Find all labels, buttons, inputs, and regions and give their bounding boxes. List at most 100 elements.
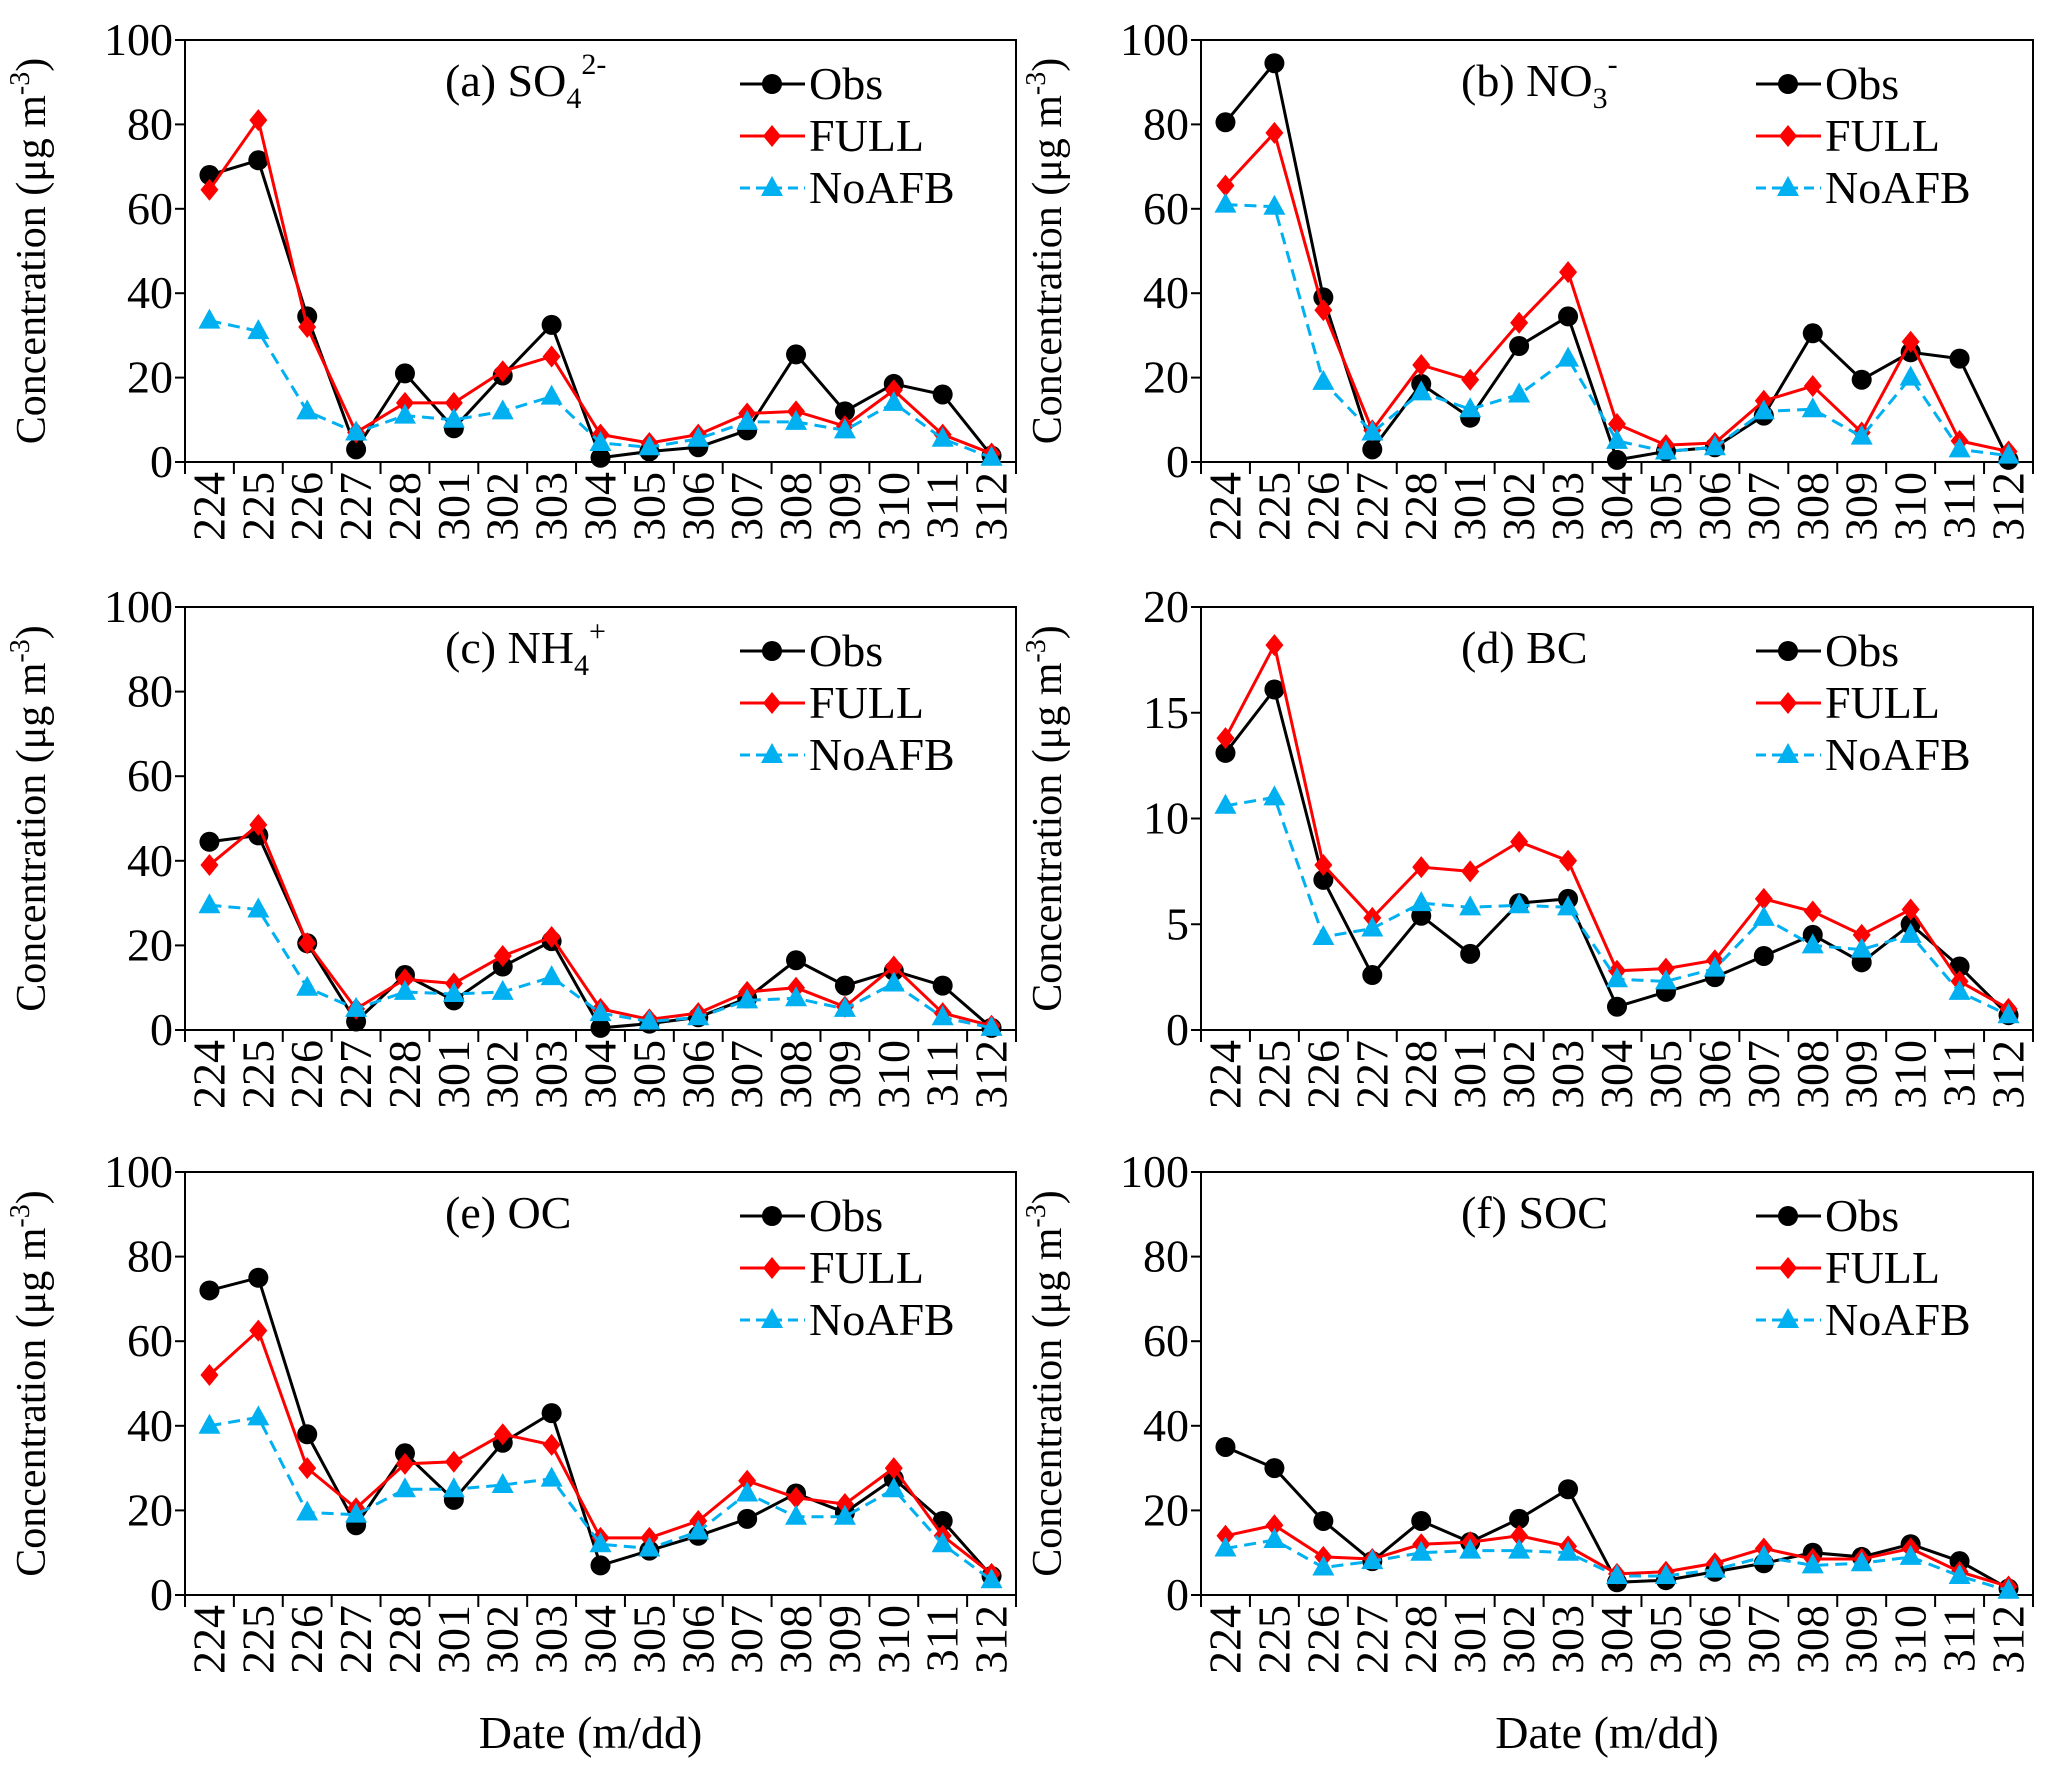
x-tick-label: 302 bbox=[1493, 1605, 1544, 1674]
x-tick-label: 303 bbox=[526, 472, 577, 541]
y-axis-label: Concentration (μg m-3) bbox=[5, 1190, 55, 1576]
x-tick-label: 306 bbox=[672, 1040, 723, 1109]
y-tick-label: 80 bbox=[1143, 98, 1189, 149]
data-point bbox=[1461, 368, 1480, 391]
data-point bbox=[1412, 353, 1431, 376]
x-tick-label: 226 bbox=[1297, 1605, 1348, 1674]
y-axis-label-end: ) bbox=[9, 58, 55, 72]
panel-title: (f) SOC bbox=[1461, 1187, 1608, 1238]
data-point bbox=[1607, 449, 1627, 470]
data-point bbox=[1216, 1524, 1235, 1547]
data-point bbox=[296, 399, 319, 420]
data-point bbox=[1654, 1563, 1677, 1584]
panel-title-sup: - bbox=[1608, 48, 1618, 81]
legend-label: FULL bbox=[809, 677, 924, 728]
data-point bbox=[1410, 1540, 1433, 1561]
data-point bbox=[444, 391, 463, 414]
data-point bbox=[882, 1477, 905, 1498]
data-point bbox=[1559, 261, 1578, 284]
data-point bbox=[1313, 1510, 1334, 1531]
x-tick-label: 312 bbox=[966, 472, 1017, 541]
x-tick-label: 307 bbox=[1738, 472, 1789, 541]
data-point bbox=[785, 986, 808, 1007]
y-tick-label: 80 bbox=[127, 98, 173, 149]
x-tick-label: 311 bbox=[917, 1040, 968, 1107]
chart-panel-2: 0204060801002242252262272283013023033043… bbox=[1021, 14, 2034, 541]
data-point bbox=[931, 426, 954, 447]
data-point bbox=[298, 315, 317, 338]
plot-frame bbox=[1200, 39, 2034, 463]
data-point bbox=[395, 391, 414, 414]
data-point bbox=[638, 1536, 661, 1557]
data-point bbox=[200, 178, 219, 201]
legend-marker bbox=[763, 1257, 781, 1279]
series-noafb bbox=[1214, 1528, 2020, 1599]
data-point bbox=[1558, 1479, 1579, 1500]
data-point bbox=[833, 1504, 856, 1525]
data-point bbox=[833, 996, 856, 1017]
data-point bbox=[199, 1280, 220, 1301]
series-line bbox=[209, 903, 992, 1030]
data-point bbox=[542, 1433, 561, 1456]
data-point bbox=[540, 1466, 563, 1487]
x-tick-label: 225 bbox=[232, 472, 283, 541]
x-tick-label: 224 bbox=[1199, 1605, 1250, 1674]
data-point bbox=[1412, 856, 1431, 879]
x-tick-label: 303 bbox=[1542, 472, 1593, 541]
data-point bbox=[493, 360, 512, 383]
data-point bbox=[980, 1015, 1003, 1036]
data-point bbox=[932, 975, 953, 996]
x-tick-label: 308 bbox=[1787, 472, 1838, 541]
y-axis-label-text: Concentration (μg m bbox=[9, 95, 55, 444]
data-point bbox=[590, 1555, 611, 1576]
y-tick-label: 20 bbox=[127, 1484, 173, 1535]
y-tick-label: 80 bbox=[127, 666, 173, 717]
data-point bbox=[835, 1493, 854, 1516]
y-axis-label-text: Concentration (μg m bbox=[1025, 95, 1071, 444]
y-tick-label: 20 bbox=[127, 352, 173, 403]
data-point bbox=[200, 1364, 219, 1387]
y-tick-label: 40 bbox=[127, 267, 173, 318]
legend-label: FULL bbox=[809, 1242, 924, 1293]
data-point bbox=[1801, 397, 1824, 418]
x-tick-label: 310 bbox=[868, 1040, 919, 1109]
x-tick-label: 227 bbox=[330, 1605, 381, 1674]
data-point bbox=[1263, 194, 1286, 215]
data-point bbox=[199, 165, 220, 186]
x-tick-label: 310 bbox=[1885, 472, 1936, 541]
data-point bbox=[1754, 887, 1773, 910]
y-axis-label-text: Concentration (μg m bbox=[9, 662, 55, 1011]
data-point bbox=[980, 445, 1003, 466]
x-tick-label: 309 bbox=[1836, 1040, 1887, 1109]
legend-label: FULL bbox=[1825, 1242, 1940, 1293]
legend-label: Obs bbox=[809, 58, 883, 109]
x-tick-label: 304 bbox=[1591, 472, 1642, 541]
data-point bbox=[1264, 1458, 1285, 1479]
x-tick-label: 302 bbox=[1493, 1040, 1544, 1109]
y-tick-label: 60 bbox=[1143, 1315, 1189, 1366]
data-point bbox=[1557, 346, 1580, 367]
data-point bbox=[491, 979, 514, 1000]
data-point bbox=[1948, 437, 1971, 458]
data-point bbox=[1263, 1528, 1286, 1549]
panel-title-sup: + bbox=[589, 615, 606, 648]
data-point bbox=[1606, 1563, 1628, 1584]
data-point bbox=[248, 1267, 269, 1288]
data-point bbox=[296, 1500, 319, 1521]
data-point bbox=[198, 893, 221, 914]
data-point bbox=[589, 1001, 612, 1022]
y-axis-label-end: ) bbox=[1025, 625, 1071, 639]
legend-label: NoAFB bbox=[809, 1294, 955, 1345]
x-tick-label: 228 bbox=[379, 472, 430, 541]
data-point bbox=[590, 447, 611, 468]
data-point bbox=[542, 925, 561, 948]
data-point bbox=[590, 1017, 611, 1038]
data-point bbox=[1264, 679, 1285, 700]
legend-marker bbox=[1778, 74, 1798, 94]
y-tick-label: 100 bbox=[104, 581, 173, 632]
data-point bbox=[785, 409, 808, 430]
x-tick-label: 224 bbox=[183, 1605, 234, 1674]
data-point bbox=[541, 1403, 562, 1424]
